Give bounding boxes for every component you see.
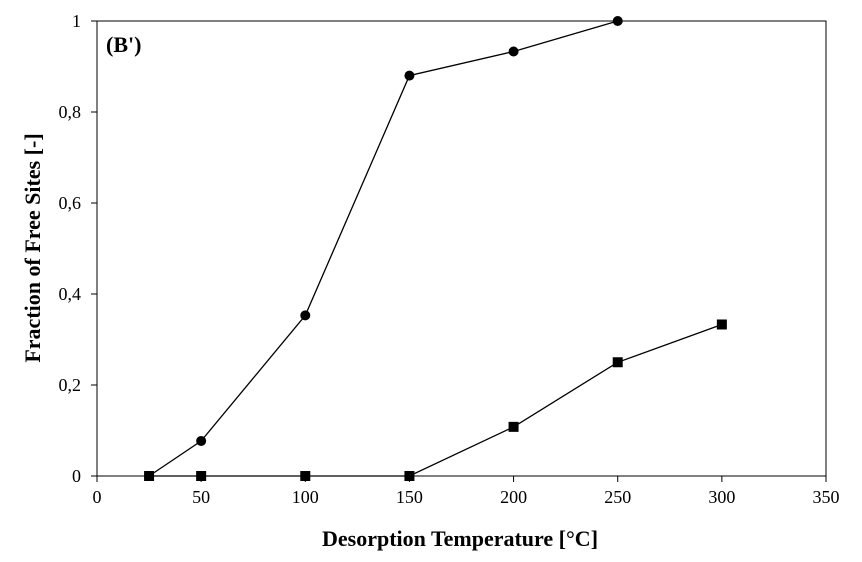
axes: 0 50 100 150 200 250 300 350 0 0,2 0,4 0,6 0,8 1 [59,11,840,507]
data-point-circle [404,70,415,81]
series-1 [144,16,623,481]
data-point-square [144,471,155,481]
x-tick-label: 350 [813,487,840,507]
plot-frame [96,20,827,477]
data-point-square [300,471,311,481]
x-tick-label: 50 [192,487,210,507]
data-point-square [508,421,519,432]
data-point-square [716,319,727,330]
data-point-square [196,471,207,481]
x-tick-label: 200 [500,487,527,507]
series-2 [144,319,727,481]
data-point-circle [508,46,519,57]
y-tick-label: 0 [72,466,81,486]
y-tick-label: 0,6 [59,193,82,213]
y-tick-label: 0,8 [59,102,82,122]
y-tick-label: 0,4 [59,284,82,304]
x-tick-label: 0 [93,487,102,507]
panel-label: (B') [106,32,141,57]
data-point-square [612,357,623,368]
x-axis-title: Desorption Temperature [°C] [322,526,598,551]
y-axis-title: Fraction of Free Sites [-] [20,133,45,362]
data-point-square [404,471,415,481]
x-tick-label: 300 [708,487,735,507]
x-tick-label: 100 [292,487,319,507]
series-line [148,20,618,477]
series-layer [144,16,727,481]
x-tick-label: 150 [396,487,423,507]
data-point-circle [300,310,311,321]
y-tick-label: 1 [72,11,81,31]
x-tick-label: 250 [604,487,631,507]
data-point-circle [196,435,207,446]
y-tick-label: 0,2 [59,375,82,395]
data-point-circle [612,16,623,26]
